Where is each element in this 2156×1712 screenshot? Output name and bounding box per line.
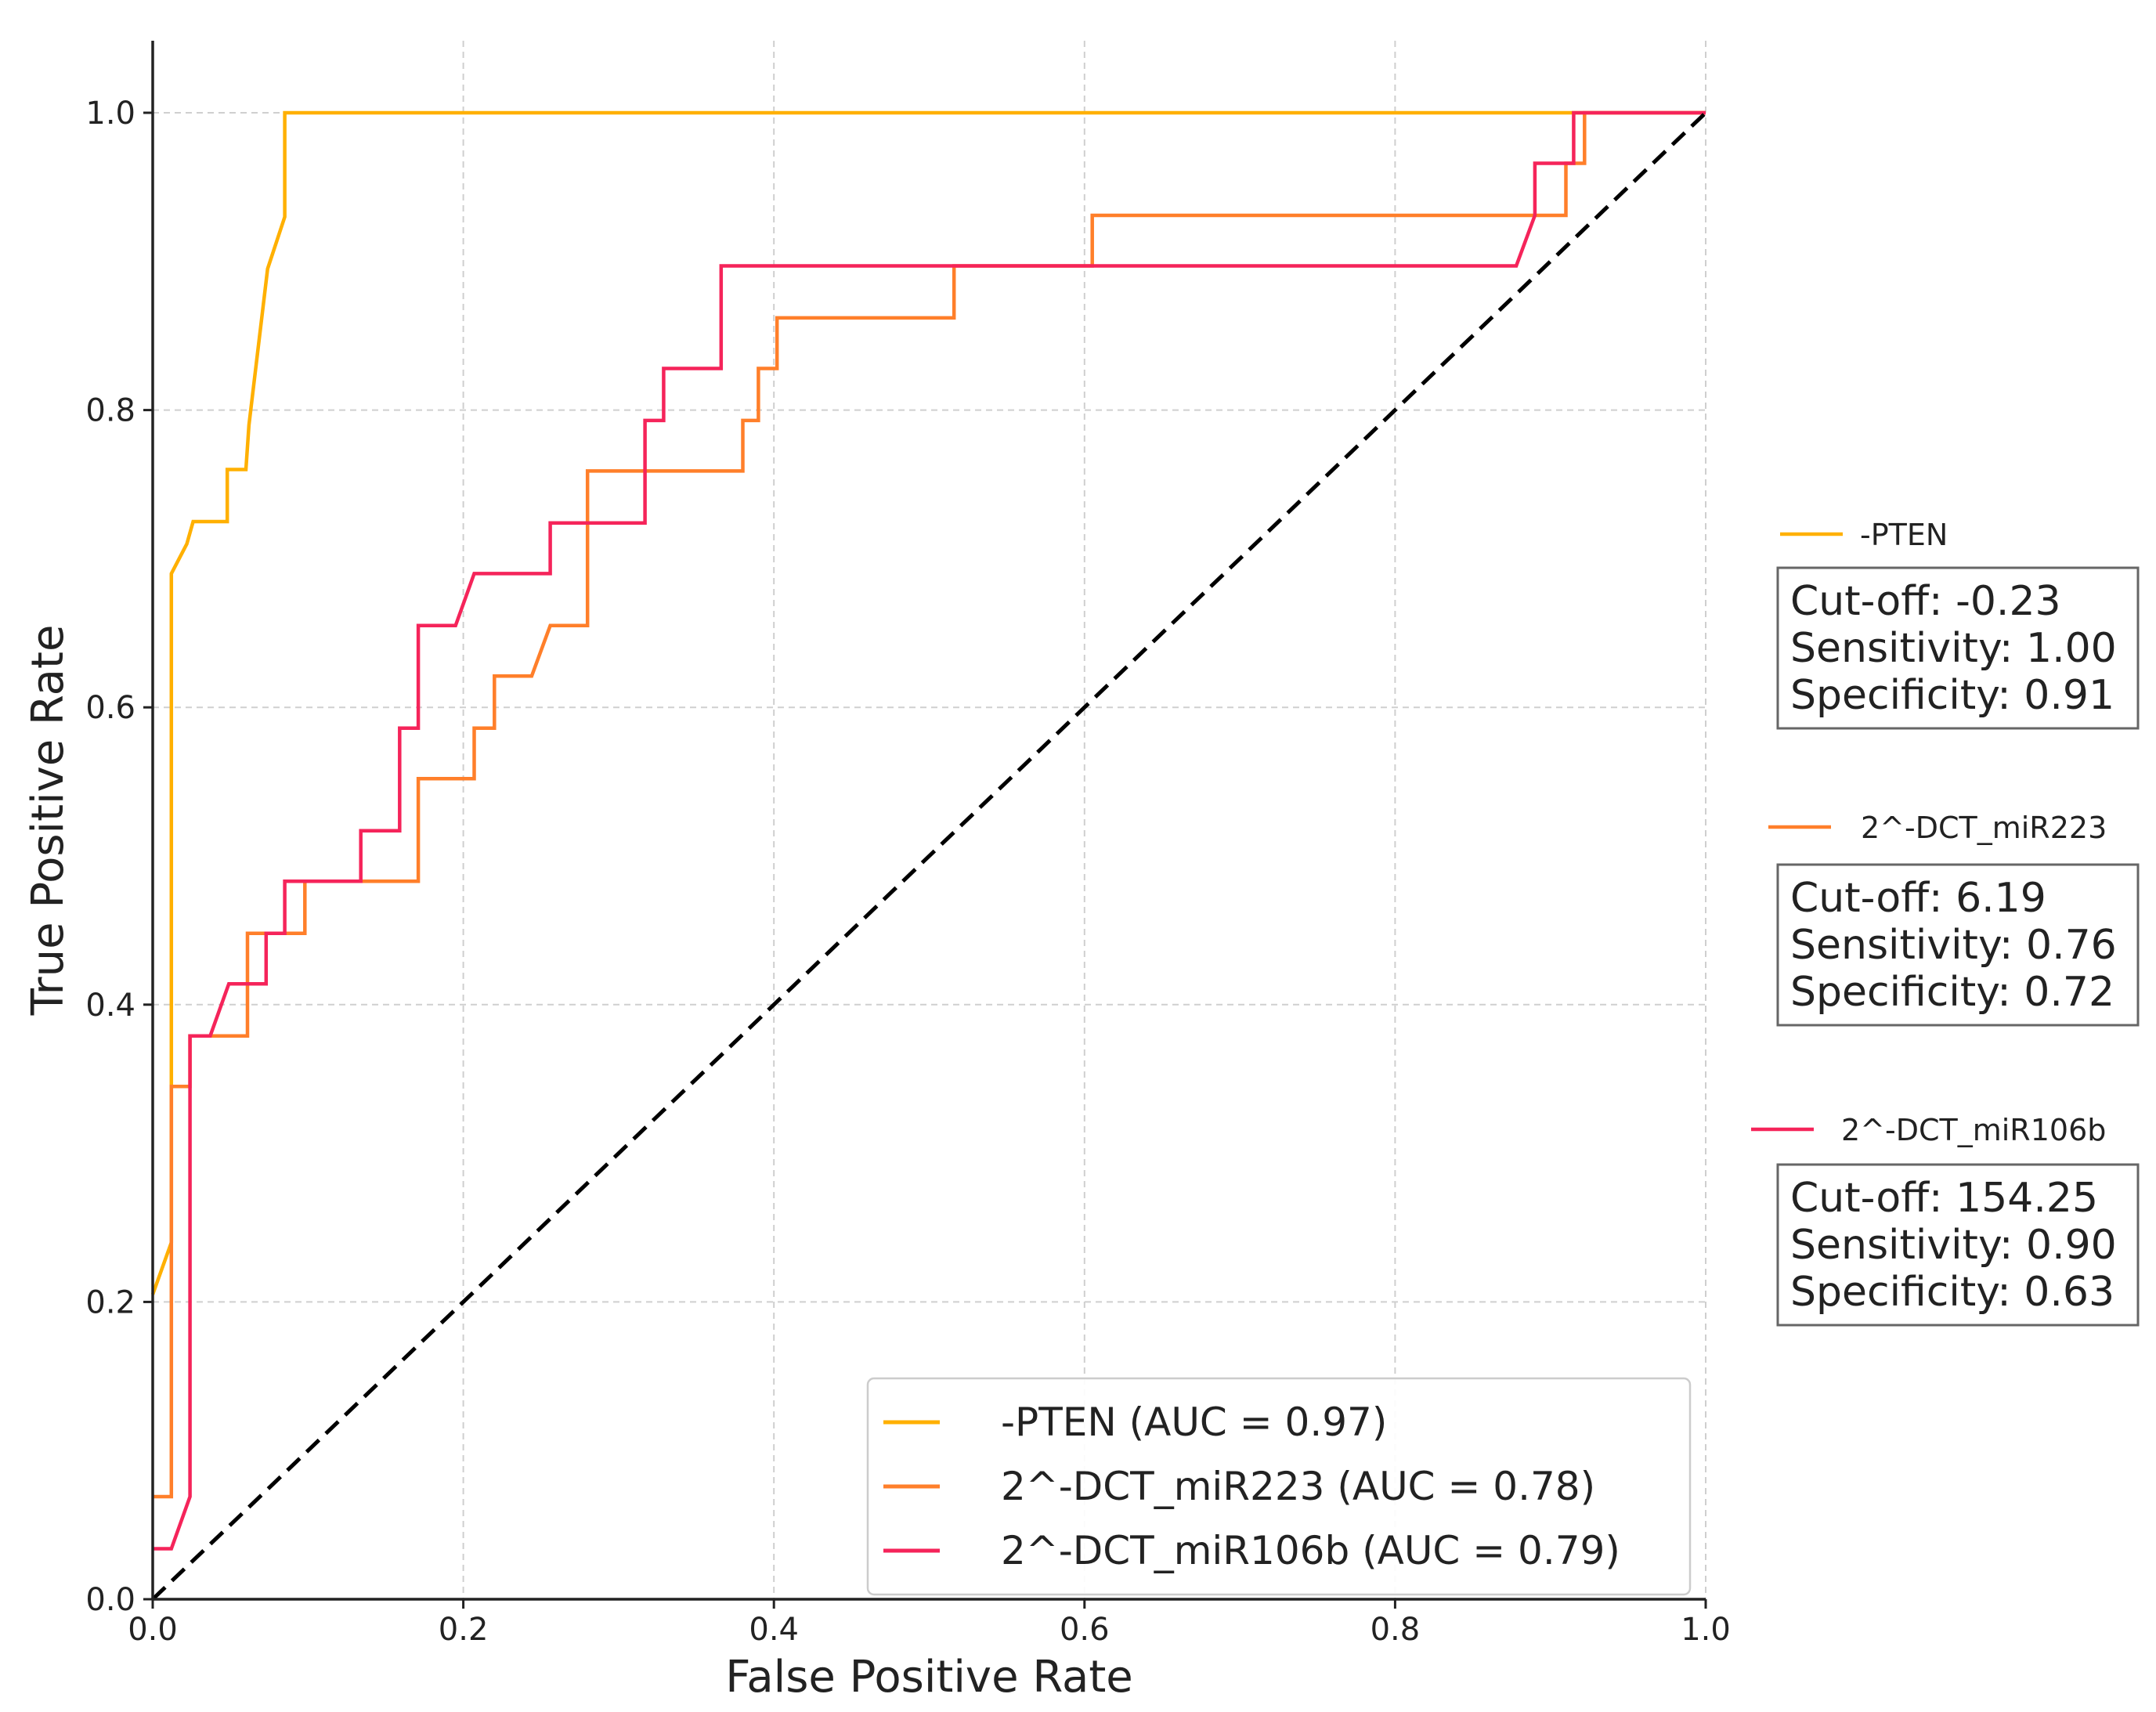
y-tick-label: 0.0 [85, 1582, 135, 1618]
tick-labels: 0.0 0.2 0.4 0.6 0.8 1.0 0.0 0.2 0.4 0.6 0.8 1.0 [85, 96, 1730, 1648]
side-legend-label: 2^-DCT_miR223 [1861, 811, 2107, 845]
cutoff-text: Cut-off: 154.25 [1790, 1175, 2098, 1222]
y-tick-label: 0.8 [85, 393, 135, 429]
roc-curve-2-dct-mir106b [153, 110, 1706, 1551]
side-legend-label: -PTEN [1860, 518, 1948, 552]
x-tick-label: 0.6 [1060, 1612, 1110, 1648]
y-axis-title: True Positive Rate [23, 625, 74, 1017]
chance-diagonal-line [151, 111, 1707, 1601]
y-tick-label: 1.0 [85, 96, 135, 132]
x-tick-label: 1.0 [1681, 1612, 1731, 1648]
legend-box [866, 1377, 1692, 1596]
specificity-text: Specificity: 0.91 [1790, 672, 2114, 719]
roc-curves [150, 110, 1707, 1601]
x-axis-title: False Positive Rate [725, 1652, 1132, 1703]
cutoff-text: Cut-off: 6.19 [1790, 875, 2046, 922]
legend: -PTEN (AUC = 0.97) 2^-DCT_miR223 (AUC = 0… [866, 1377, 1692, 1596]
legend-entry-label: 2^-DCT_miR106b (AUC = 0.79) [1001, 1528, 1620, 1573]
roc-curve-pten [150, 110, 1706, 1295]
cutoff-text: Cut-off: -0.23 [1790, 578, 2061, 625]
sensitivity-text: Sensitivity: 0.76 [1790, 922, 2117, 969]
stat-box [1776, 566, 2140, 730]
stat-box [1776, 1163, 2140, 1327]
x-tick-label: 0.2 [439, 1612, 489, 1648]
specificity-text: Specificity: 0.72 [1790, 969, 2114, 1016]
sensitivity-text: Sensitivity: 1.00 [1790, 625, 2117, 672]
y-tick-label: 0.2 [85, 1284, 135, 1320]
x-tick-label: 0.0 [128, 1612, 178, 1648]
side-legend-label: 2^-DCT_miR106b [1841, 1113, 2106, 1147]
x-tick-label: 0.4 [749, 1612, 799, 1648]
y-tick-label: 0.6 [85, 690, 135, 726]
specificity-text: Specificity: 0.63 [1790, 1269, 2114, 1316]
legend-entry-label: -PTEN (AUC = 0.97) [1001, 1400, 1387, 1445]
sensitivity-text: Sensitivity: 0.90 [1790, 1222, 2117, 1269]
y-tick-label: 0.4 [85, 988, 135, 1024]
axes [143, 41, 1707, 1609]
x-tick-label: 0.8 [1371, 1612, 1421, 1648]
legend-entry-label: 2^-DCT_miR223 (AUC = 0.78) [1001, 1464, 1595, 1509]
stat-box [1776, 863, 2140, 1027]
